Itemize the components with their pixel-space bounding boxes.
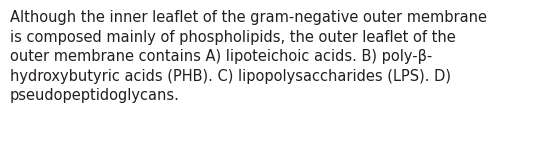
Text: Although the inner leaflet of the gram-negative outer membrane
is composed mainl: Although the inner leaflet of the gram-n… bbox=[10, 10, 487, 104]
